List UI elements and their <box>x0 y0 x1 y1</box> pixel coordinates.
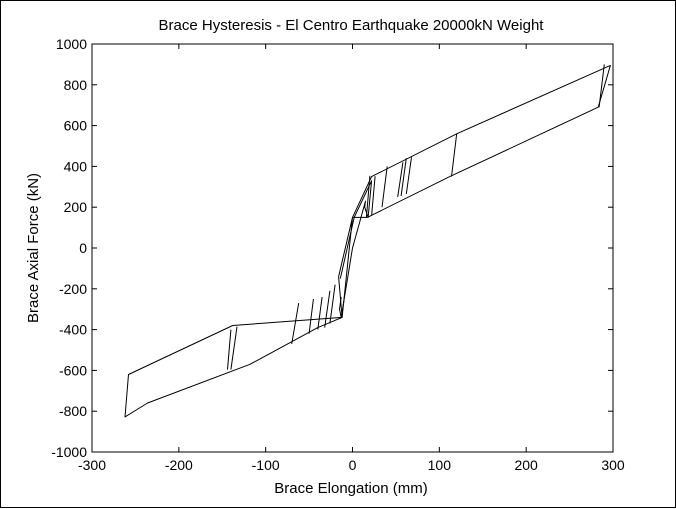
unloading-branch-line <box>397 162 404 198</box>
y-tick-label: 200 <box>64 199 88 215</box>
unloading-branch-line <box>381 166 388 208</box>
unloading-branch-line <box>451 133 458 177</box>
unloading-branch-line <box>308 298 314 334</box>
x-tick-label: 200 <box>514 457 538 473</box>
unloading-branch-line <box>324 290 331 328</box>
y-tick-label: 1000 <box>56 36 87 52</box>
x-axis-label: Brace Elongation (mm) <box>274 480 427 497</box>
y-tick-label: -800 <box>59 403 87 419</box>
y-tick-label: 800 <box>64 77 88 93</box>
unloading-branch-line <box>365 175 371 218</box>
y-tick-label: 400 <box>64 158 88 174</box>
unloading-branch-line <box>405 157 412 194</box>
ticks-layer: -300 -200 -100 0 100 200 300-1000-800-600-400-… <box>51 36 625 473</box>
x-tick-label: -200 <box>165 457 193 473</box>
x-tick-label: 100 <box>428 457 452 473</box>
data-layer <box>124 64 611 418</box>
y-tick-label: 600 <box>64 118 88 134</box>
y-tick-label: -400 <box>59 322 87 338</box>
x-tick-label: -300 <box>78 457 106 473</box>
unloading-branch-line <box>317 296 323 330</box>
y-tick-label: 0 <box>79 240 87 256</box>
y-tick-label: -200 <box>59 281 87 297</box>
y-tick-label: -1000 <box>51 444 87 460</box>
unloading-branch-line <box>230 326 238 370</box>
x-tick-label: -100 <box>252 457 280 473</box>
unloading-branch-line <box>400 158 407 197</box>
y-tick-label: -600 <box>59 362 87 378</box>
x-tick-label: 0 <box>349 457 357 473</box>
hysteresis-loop-line <box>339 180 373 318</box>
unloading-branch-line <box>371 176 376 216</box>
unloading-branch-line <box>329 284 336 324</box>
x-tick-label: 300 <box>601 457 625 473</box>
y-axis-label: Brace Axial Force (kN) <box>25 173 42 323</box>
chart-title: Brace Hysteresis - El Centro Earthquake … <box>159 17 545 34</box>
unloading-branch-line <box>227 329 232 370</box>
hysteresis-loop-line <box>124 64 611 418</box>
unloading-branch-line <box>338 276 343 318</box>
unloading-branch-line <box>598 64 605 108</box>
unloading-branch-line <box>291 303 300 344</box>
